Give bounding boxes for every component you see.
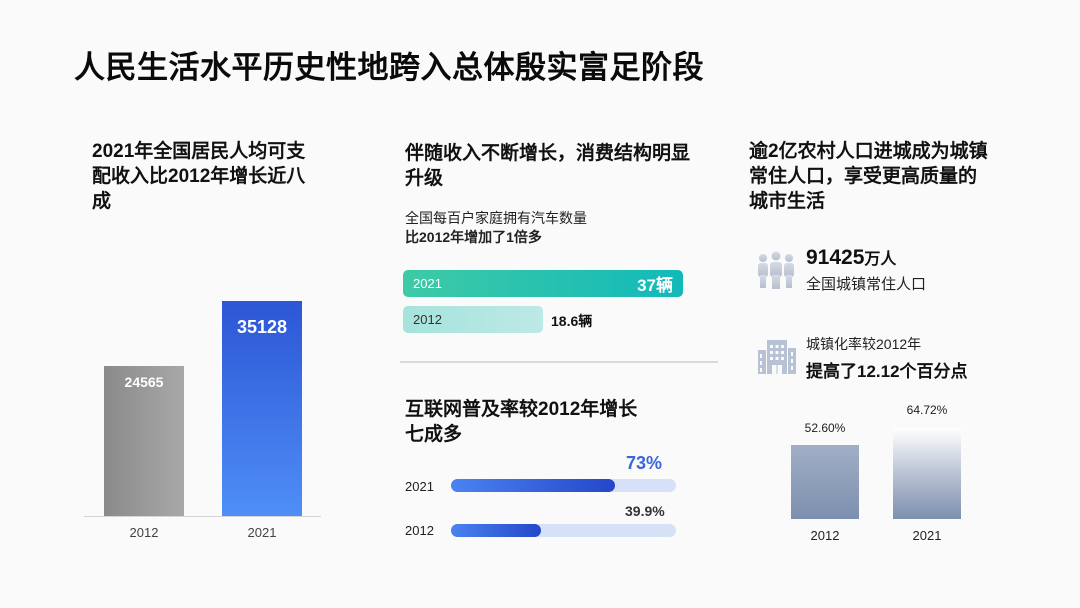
internet-progress-2012 <box>451 524 676 537</box>
car-subtitle: 全国每百户家庭拥有汽车数量 比2012年增加了1倍多 <box>405 209 587 247</box>
car-bar-value: 37辆 <box>637 276 673 295</box>
urban-bar-value: 52.60% <box>804 421 846 435</box>
urban-bar-2012 <box>791 445 859 519</box>
car-subtitle-line2: 比2012年增加了1倍多 <box>405 229 542 245</box>
car-bar-year: 2012 <box>413 312 442 327</box>
internet-progress-fill <box>451 524 541 537</box>
income-bar-value: 35128 <box>236 317 288 337</box>
internet-value-2021: 73% <box>626 453 663 473</box>
urbanization-heading: 逾2亿农村人口进城成为城镇常住人口，享受更高质量的城市生活 <box>749 141 988 212</box>
income-x-label: 2012 <box>129 525 159 540</box>
car-subtitle-line1: 全国每百户家庭拥有汽车数量 <box>405 210 587 226</box>
income-bar-2012: 24565 <box>104 366 184 516</box>
urban-bar-value: 64.72% <box>906 403 948 417</box>
car-bar-2021: 2021 37辆 <box>403 270 683 297</box>
car-bar-value: 18.6辆 <box>551 313 593 329</box>
urbanization-rate-line2: 提高了12.12个百分点 <box>806 362 968 381</box>
income-heading: 2021年全国居民人均可支配收入比2012年增长近八成 <box>92 141 306 212</box>
internet-progress-fill <box>451 479 616 492</box>
income-bar-value: 24565 <box>124 374 164 390</box>
urban-population-label: 全国城镇常住人口 <box>806 276 927 293</box>
car-bar-year: 2021 <box>413 276 442 291</box>
urban-population-unit: 万人 <box>864 251 897 268</box>
urban-x-label: 2012 <box>810 528 840 543</box>
internet-year-label: 2021 <box>405 479 434 494</box>
section-divider <box>400 361 718 363</box>
consumption-heading: 伴随收入不断增长，消费结构明显升级 <box>405 143 691 189</box>
internet-value-2012: 39.9% <box>625 503 665 519</box>
people-icon <box>757 251 795 294</box>
page-title: 人民生活水平历史性地跨入总体殷实富足阶段 <box>74 50 704 85</box>
income-x-label: 2021 <box>247 525 277 540</box>
building-icon <box>757 336 797 379</box>
car-bar-2012: 2012 <box>403 306 543 333</box>
internet-progress-2021 <box>451 479 676 492</box>
urbanization-rate-line1: 城镇化率较2012年 <box>806 336 922 352</box>
urban-population-value: 91425万人 <box>806 245 896 270</box>
income-bar-2021: 35128 <box>222 301 302 516</box>
urban-population-number: 91425 <box>806 246 865 269</box>
internet-year-label: 2012 <box>405 523 434 538</box>
income-x-axis <box>84 516 321 517</box>
internet-heading: 互联网普及率较2012年增长七成多 <box>405 399 638 445</box>
urban-x-label: 2021 <box>912 528 942 543</box>
urban-bar-2021 <box>893 428 961 519</box>
